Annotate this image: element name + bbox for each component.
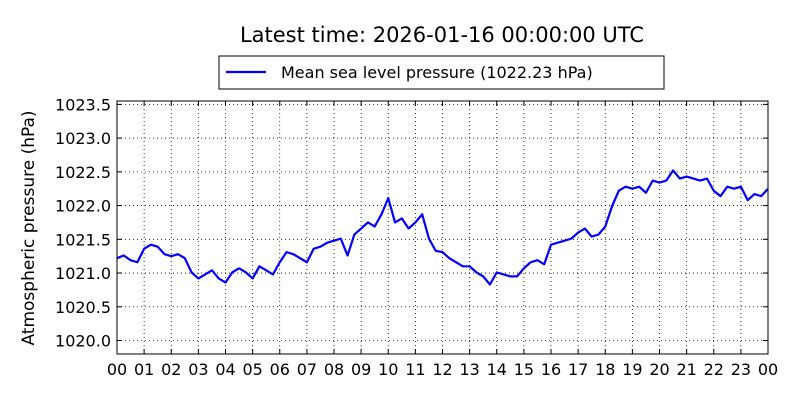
x-tick-label: 03: [188, 360, 208, 379]
y-tick-label: 1021.0: [55, 264, 111, 283]
x-tick-label: 07: [297, 360, 317, 379]
legend-box: [218, 55, 665, 90]
x-tick-label: 14: [487, 360, 507, 379]
y-tick-label: 1022.5: [55, 163, 111, 182]
x-tick-label: 00: [758, 360, 778, 379]
x-tick-label: 22: [704, 360, 724, 379]
y-axis-label: Atmospheric pressure (hPa): [19, 110, 39, 345]
x-tick-label: 13: [459, 360, 479, 379]
x-tick-label: 00: [107, 360, 127, 379]
chart-title: Latest time: 2026-01-16 00:00:00 UTC: [240, 23, 644, 47]
x-tick-label: 05: [242, 360, 262, 379]
x-tick-label: 18: [595, 360, 615, 379]
x-tick-label: 23: [731, 360, 751, 379]
y-tick-label: 1020.0: [55, 332, 111, 351]
x-tick-label: 19: [622, 360, 642, 379]
plot-frame: [116, 100, 769, 355]
x-tick-label: 15: [514, 360, 534, 379]
x-tick-label: 20: [649, 360, 669, 379]
x-tick-label: 21: [676, 360, 696, 379]
x-tick-label: 08: [324, 360, 344, 379]
x-tick-label: 10: [378, 360, 398, 379]
y-tick-label: 1022.0: [55, 197, 111, 216]
x-tick-label: 17: [568, 360, 588, 379]
y-tick-label: 1023.5: [55, 95, 111, 114]
x-tick-label: 04: [215, 360, 235, 379]
x-tick-label: 11: [405, 360, 425, 379]
y-tick-label: 1020.5: [55, 298, 111, 317]
x-tick-label: 02: [161, 360, 181, 379]
x-tick-label: 12: [432, 360, 452, 379]
legend-label: Mean sea level pressure (1022.23 hPa): [281, 63, 593, 82]
x-tick-label: 01: [134, 360, 154, 379]
y-tick-label: 1021.5: [55, 230, 111, 249]
y-tick-label: 1023.0: [55, 129, 111, 148]
x-tick-label: 16: [541, 360, 561, 379]
x-tick-label: 06: [270, 360, 290, 379]
data-line: [116, 169, 769, 286]
x-tick-label: 09: [351, 360, 371, 379]
